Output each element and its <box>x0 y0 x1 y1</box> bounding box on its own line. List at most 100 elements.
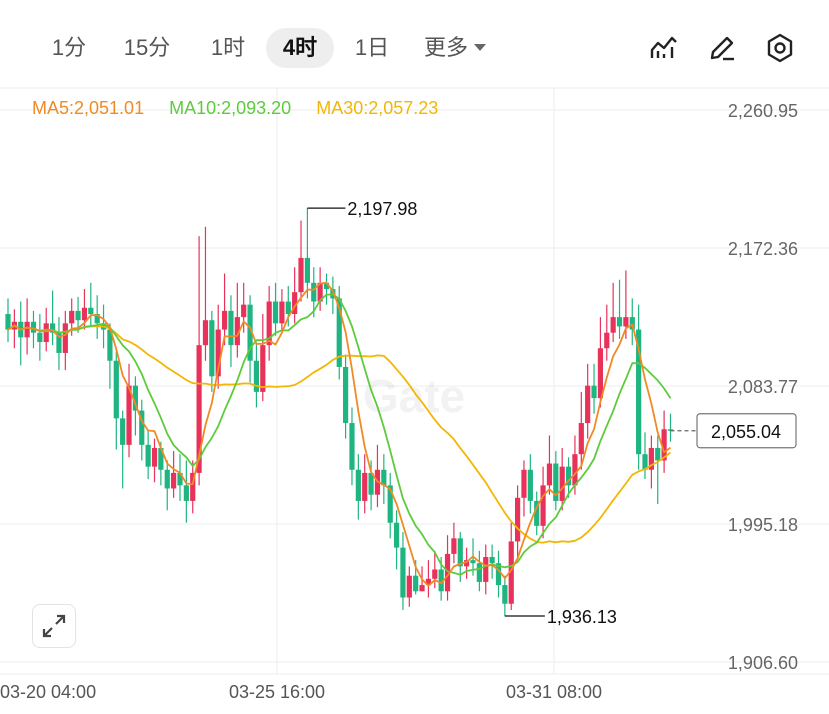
candle-body <box>610 317 616 333</box>
candle-body <box>425 578 432 586</box>
low-price-label: 1,936.13 <box>547 607 617 627</box>
candle-body <box>5 313 11 330</box>
candle-body <box>489 557 495 564</box>
y-tick-label: 1,995.18 <box>728 515 798 535</box>
high-price-label: 2,197.98 <box>347 199 417 219</box>
candle-body <box>202 320 209 346</box>
candle-body <box>253 360 260 392</box>
candle-body <box>623 317 629 327</box>
candle-body <box>183 485 189 501</box>
candle-body <box>546 463 553 486</box>
candle-body <box>215 329 221 377</box>
tab-15m[interactable]: 15分 <box>123 35 171 60</box>
more-label: 更多 <box>424 35 469 60</box>
candle-body <box>272 301 279 324</box>
candle-body <box>260 345 266 392</box>
candle-body <box>336 298 342 367</box>
candle-body <box>578 423 584 455</box>
y-tick-label: 2,260.95 <box>728 101 798 121</box>
fullscreen-button[interactable] <box>32 604 76 648</box>
tab-1h[interactable]: 1时 <box>210 35 246 60</box>
candle-body <box>540 485 546 526</box>
ma30-label: MA30:2,057.23 <box>316 98 439 118</box>
candle-body <box>648 447 654 470</box>
candle-body <box>56 332 62 353</box>
candle-body <box>661 429 667 461</box>
y-tick-label: 1,906.60 <box>728 653 798 673</box>
tab-4h[interactable]: 4时 <box>266 28 334 68</box>
candle-body <box>483 557 489 582</box>
candle-body <box>381 469 387 486</box>
candle-body <box>177 472 183 486</box>
candle-body <box>30 321 37 333</box>
candle-body <box>145 444 151 467</box>
candle-body <box>171 472 177 489</box>
candle-body <box>196 345 202 473</box>
candle-body <box>37 332 43 343</box>
candle-body <box>655 447 661 461</box>
candle-body <box>234 317 240 346</box>
y-tick-label: 2,083.77 <box>728 377 798 397</box>
candle-body <box>151 447 158 467</box>
candle-body <box>228 310 234 346</box>
candle-body <box>266 301 272 346</box>
candle-body <box>241 304 247 318</box>
candle-body <box>502 585 508 604</box>
ma10-line <box>7 293 672 576</box>
candle-body <box>597 348 604 399</box>
tab-1d[interactable]: 1日 <box>354 35 390 60</box>
candle-body <box>464 560 470 567</box>
candle-body <box>642 454 648 470</box>
x-tick-label: 03-20 04:00 <box>0 682 96 702</box>
candle-body <box>387 485 393 523</box>
ma5-label: MA5:2,051.01 <box>32 98 145 118</box>
candle-body <box>292 292 298 314</box>
candle-body <box>604 332 610 349</box>
candle-body <box>508 541 514 604</box>
candle-body <box>304 257 310 283</box>
candle-body <box>221 310 228 330</box>
candle-body <box>43 323 49 343</box>
candle-body <box>298 257 304 293</box>
candle-body <box>521 469 527 498</box>
candle-body <box>49 323 56 333</box>
candle-body <box>311 282 317 302</box>
candle-body <box>368 472 374 495</box>
candle-body <box>527 469 533 501</box>
candle-body <box>132 385 138 411</box>
candle-body <box>591 385 597 399</box>
candle-body <box>470 560 476 564</box>
candle-body <box>451 538 457 554</box>
candle-body <box>75 310 81 321</box>
candle-body <box>355 469 361 501</box>
candle-body <box>158 447 164 470</box>
candle-body <box>413 575 419 592</box>
candle-body <box>94 313 100 324</box>
candle-body <box>553 463 559 501</box>
candle-body <box>62 323 68 353</box>
settings-icon[interactable] <box>762 30 798 66</box>
candle-body <box>362 472 368 501</box>
candle-body <box>190 472 196 501</box>
indicator-icon[interactable] <box>646 30 682 66</box>
candle-body <box>667 429 674 431</box>
candle-body <box>120 418 126 445</box>
ma5-line <box>7 281 672 587</box>
candle-body <box>559 466 565 501</box>
watermark-text: Gate <box>363 370 465 422</box>
last-price-label: 2,055.04 <box>711 422 781 442</box>
candle-body <box>438 569 444 592</box>
candle-body <box>164 469 170 489</box>
candle-body <box>317 282 323 302</box>
candle-body <box>419 585 425 592</box>
candle-body <box>279 301 285 324</box>
candle-body <box>81 307 88 321</box>
tab-1m[interactable]: 1分 <box>51 35 87 60</box>
ma-legend: MA5:2,051.01 MA10:2,093.20 MA30:2,057.23 <box>32 98 458 119</box>
more-timeframes-dropdown[interactable]: 更多 <box>424 28 487 68</box>
draw-icon[interactable] <box>704 30 740 66</box>
candle-body <box>534 500 540 526</box>
candle-body <box>406 575 412 598</box>
candle-body <box>515 497 521 542</box>
